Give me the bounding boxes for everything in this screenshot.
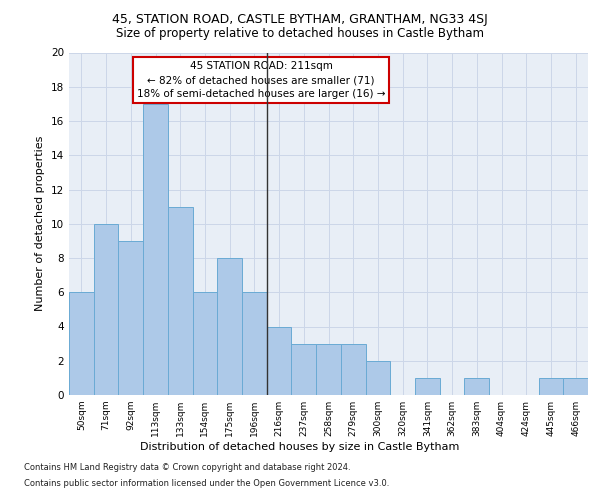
Bar (193, 292, 217, 395)
Bar (69, 292, 94, 395)
Bar (292, 344, 316, 395)
Bar (464, 378, 489, 395)
Text: Size of property relative to detached houses in Castle Bytham: Size of property relative to detached ho… (116, 28, 484, 40)
Text: Distribution of detached houses by size in Castle Bytham: Distribution of detached houses by size … (140, 442, 460, 452)
Bar (365, 361, 390, 395)
Bar (242, 292, 267, 395)
Bar (168, 206, 193, 395)
Bar (563, 378, 588, 395)
Y-axis label: Number of detached properties: Number of detached properties (35, 136, 46, 312)
Bar (341, 344, 365, 395)
Bar (118, 241, 143, 395)
Bar (415, 378, 440, 395)
Bar (94, 224, 118, 395)
Bar (316, 344, 341, 395)
Bar (143, 104, 168, 395)
Text: Contains public sector information licensed under the Open Government Licence v3: Contains public sector information licen… (24, 478, 389, 488)
Text: 45, STATION ROAD, CASTLE BYTHAM, GRANTHAM, NG33 4SJ: 45, STATION ROAD, CASTLE BYTHAM, GRANTHA… (112, 12, 488, 26)
Bar (539, 378, 563, 395)
Text: Contains HM Land Registry data © Crown copyright and database right 2024.: Contains HM Land Registry data © Crown c… (24, 464, 350, 472)
Bar (267, 326, 292, 395)
Bar (217, 258, 242, 395)
Text: 45 STATION ROAD: 211sqm
← 82% of detached houses are smaller (71)
18% of semi-de: 45 STATION ROAD: 211sqm ← 82% of detache… (137, 61, 385, 99)
